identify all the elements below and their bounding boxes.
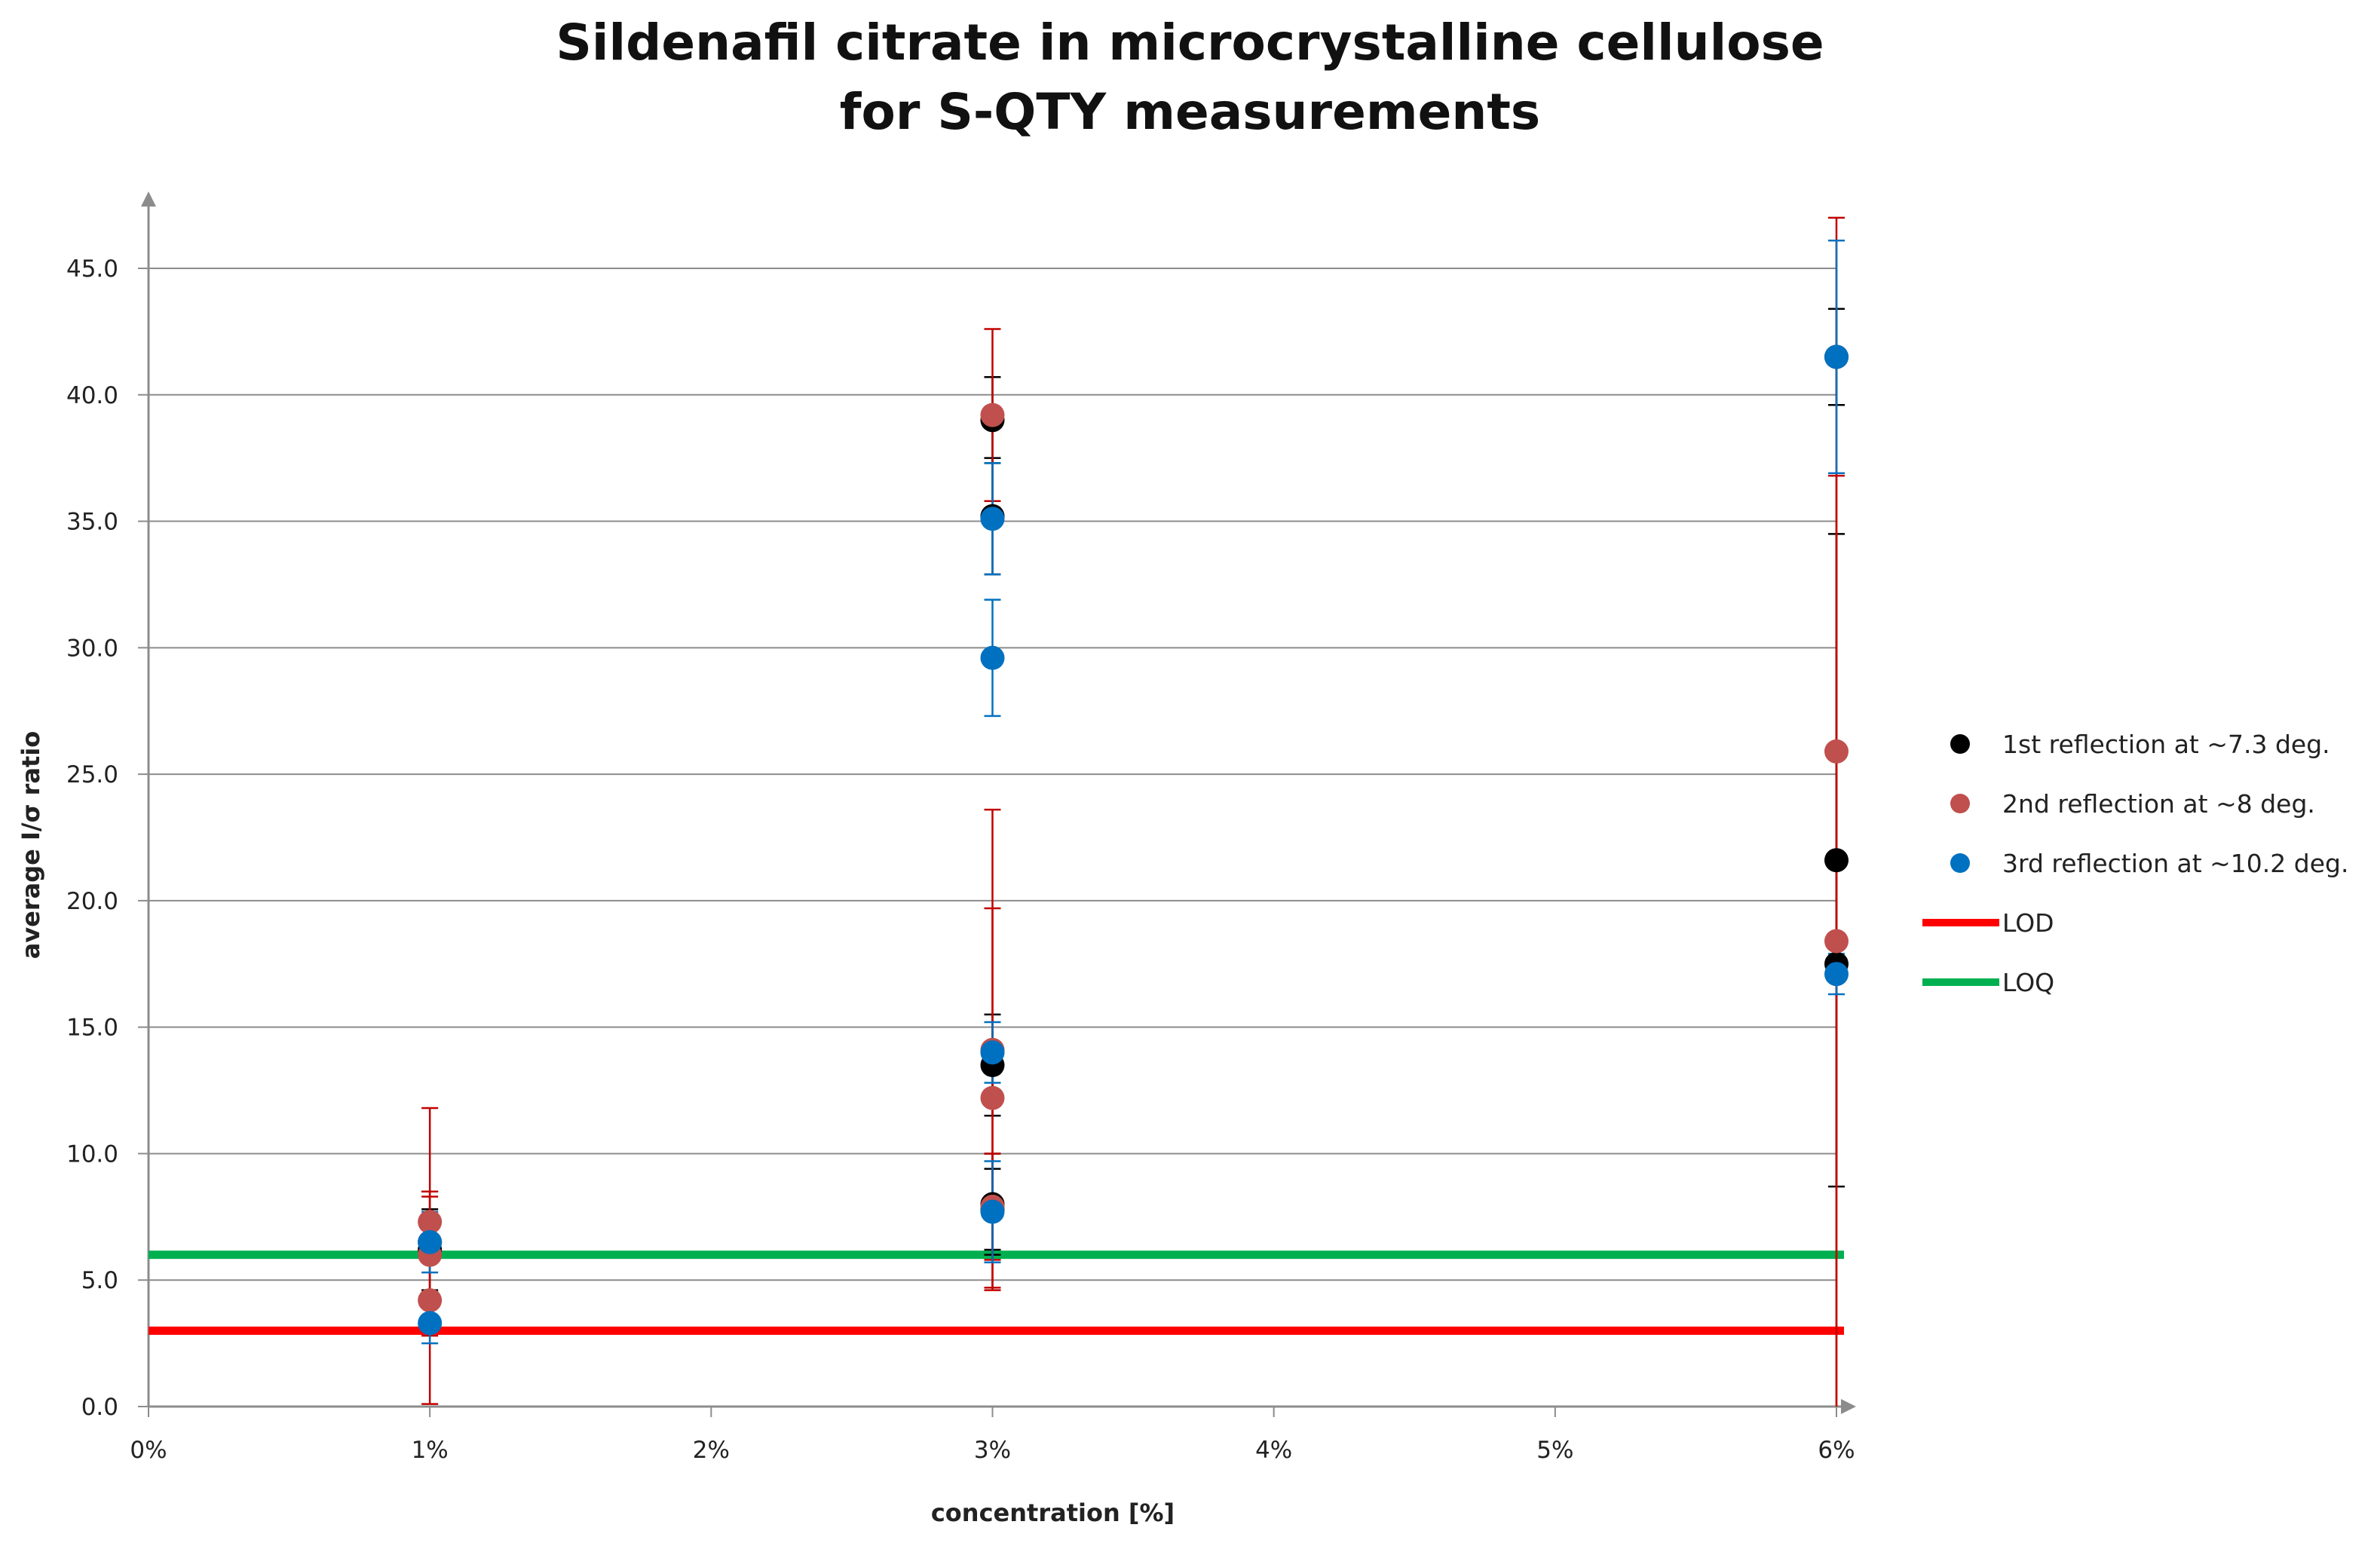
y-tick-label-8: 40.0 (66, 382, 118, 409)
data-point-series3-1 (418, 1311, 443, 1336)
data-point-series3-2 (980, 507, 1005, 531)
data-point-series2-8 (1824, 929, 1849, 954)
data-point-series3-3 (980, 645, 1005, 670)
legend-label-series3: 3rd reflection at ~10.2 deg. (2002, 849, 2348, 878)
data-point-series2-7 (1824, 739, 1849, 764)
y-tick-label-0: 0.0 (81, 1394, 118, 1421)
data-point-series3-0 (418, 1229, 443, 1254)
y-tick-label-1: 5.0 (81, 1267, 118, 1294)
x-tick-label-6: 6% (1818, 1437, 1855, 1464)
y-tick-label-4: 20.0 (66, 888, 118, 915)
data-point-series3-7 (1824, 962, 1849, 987)
legend-label-series2: 2nd reflection at ~8 deg. (2002, 789, 2315, 819)
data-point-series2-2 (418, 1288, 443, 1313)
x-tick-label-0: 0% (130, 1437, 167, 1464)
error-bars (421, 216, 1845, 1407)
data-point-series1-7 (1824, 848, 1849, 873)
data-point-series3-6 (1824, 344, 1849, 369)
data-point-series2-5 (980, 1085, 1005, 1110)
legend-label-lod: LOD (2002, 908, 2054, 938)
y-axis-title: average I/σ ratio (17, 731, 45, 960)
x-tick-label-1: 1% (412, 1437, 449, 1464)
data-point-series3-5 (980, 1199, 1005, 1224)
x-tick-label-5: 5% (1536, 1437, 1573, 1464)
tick-labels: 0.0 5.0 10.0 15.0 20.0 25.0 30.0 35.0 40.0 45.0 0%… (66, 256, 1855, 1464)
x-axis-title: concentration [%] (931, 1499, 1175, 1527)
x-axis-arrow (1841, 1399, 1856, 1414)
y-axis-arrow (141, 191, 156, 207)
y-tick-label-6: 30.0 (66, 635, 118, 662)
data-points (418, 344, 1849, 1336)
chart-title-line-1: Sildenafil citrate in microcrystalline c… (556, 14, 1824, 72)
data-point-series2-3 (980, 403, 1005, 427)
data-point-series2-0 (418, 1210, 443, 1235)
x-tick-label-3: 3% (974, 1437, 1011, 1464)
y-tick-label-5: 25.0 (66, 761, 118, 788)
legend-marker-series2 (1950, 794, 1970, 813)
x-tick-label-2: 2% (693, 1437, 730, 1464)
y-tick-label-2: 10.0 (66, 1140, 118, 1168)
x-tick-label-4: 4% (1255, 1437, 1292, 1464)
chart-title-line-2: for S-QTY measurements (839, 83, 1541, 141)
legend-label-loq: LOQ (2002, 968, 2054, 997)
legend-marker-series3 (1950, 853, 1970, 873)
data-point-series3-4 (980, 1040, 1005, 1065)
legend: 1st reflection at ~7.3 deg. 2nd reflectio… (1922, 730, 2348, 997)
reference-lines (149, 1251, 1844, 1335)
y-tick-label-3: 15.0 (66, 1015, 118, 1042)
y-tick-label-9: 45.0 (66, 256, 118, 283)
axes (138, 191, 1856, 1417)
y-tick-label-7: 35.0 (66, 509, 118, 536)
legend-marker-series1 (1950, 734, 1970, 754)
legend-label-series1: 1st reflection at ~7.3 deg. (2002, 730, 2330, 759)
